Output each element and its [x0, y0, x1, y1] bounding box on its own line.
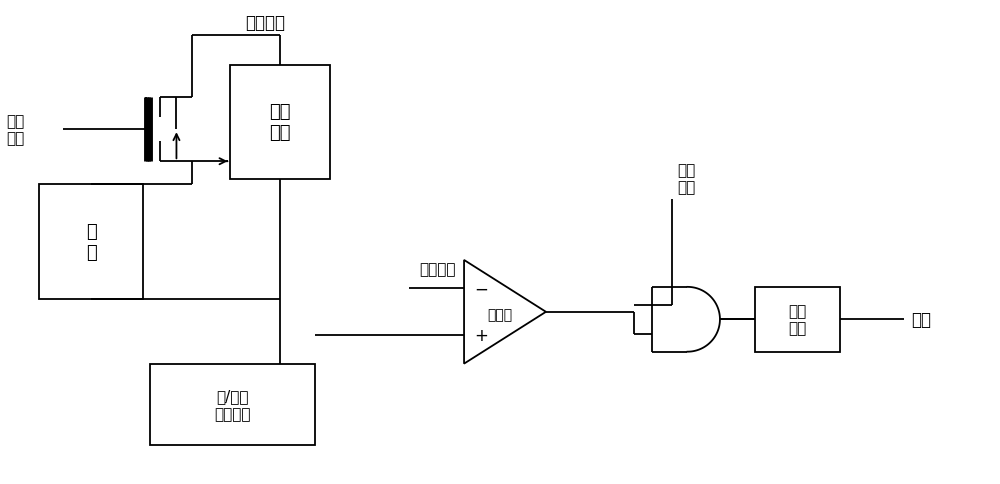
Bar	[150, 364, 315, 445]
Text: 使能
信号: 使能 信号	[677, 163, 695, 195]
Text: 输出: 输出	[911, 311, 931, 329]
Text: 延时
电路: 延时 电路	[788, 303, 806, 336]
Text: +: +	[474, 326, 488, 345]
Text: 比较器: 比较器	[487, 307, 513, 321]
Bar	[230, 65, 330, 180]
Bar	[39, 185, 143, 299]
Text: −: −	[474, 280, 488, 298]
Text: 参考电压: 参考电压	[420, 262, 456, 277]
Text: 检流
电路: 检流 电路	[270, 103, 291, 142]
Text: 高/低压
转换电路: 高/低压 转换电路	[215, 389, 251, 421]
Text: 功率电源: 功率电源	[245, 14, 285, 31]
Text: 驱动
信号: 驱动 信号	[7, 114, 25, 146]
Bar	[755, 287, 840, 352]
Text: 负
载: 负 载	[86, 223, 96, 261]
